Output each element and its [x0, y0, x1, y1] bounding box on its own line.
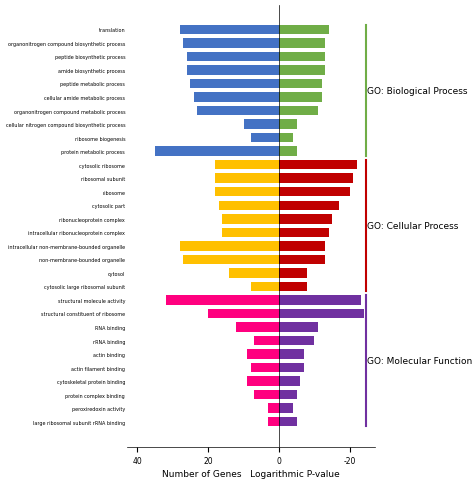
Bar	[279, 39, 325, 48]
Bar	[222, 214, 279, 224]
Bar	[155, 147, 279, 156]
Bar	[187, 66, 279, 76]
Bar	[279, 296, 361, 305]
Bar	[279, 417, 297, 426]
Bar	[219, 201, 279, 211]
Bar	[251, 134, 279, 143]
Bar	[279, 377, 301, 386]
Bar	[279, 120, 297, 130]
X-axis label: Number of Genes   Logarithmic P-value: Number of Genes Logarithmic P-value	[162, 469, 339, 479]
Bar	[279, 282, 307, 291]
Bar	[215, 174, 279, 183]
Bar	[279, 79, 321, 89]
Bar	[268, 404, 279, 413]
Bar	[279, 214, 332, 224]
Bar	[279, 349, 304, 359]
Bar	[279, 26, 328, 35]
Bar	[279, 309, 364, 318]
Bar	[244, 120, 279, 130]
Bar	[180, 26, 279, 35]
Bar	[279, 363, 304, 373]
Bar	[165, 296, 279, 305]
Bar	[279, 66, 325, 76]
Bar	[279, 147, 297, 156]
Text: GO: Molecular Function: GO: Molecular Function	[367, 357, 472, 365]
Bar	[251, 363, 279, 373]
Bar	[215, 188, 279, 197]
Bar	[279, 93, 321, 103]
Bar	[247, 377, 279, 386]
Bar	[279, 255, 325, 265]
Bar	[237, 323, 279, 332]
Text: GO: Biological Process: GO: Biological Process	[367, 87, 467, 95]
Bar	[279, 336, 314, 346]
Bar	[279, 228, 328, 238]
Bar	[180, 242, 279, 251]
Bar	[279, 201, 339, 211]
Bar	[279, 161, 357, 170]
Bar	[279, 323, 318, 332]
Bar	[251, 282, 279, 291]
Bar	[279, 269, 307, 278]
Bar	[279, 106, 318, 116]
Bar	[183, 39, 279, 48]
Bar	[194, 93, 279, 103]
Bar	[187, 53, 279, 62]
Bar	[198, 106, 279, 116]
Bar	[215, 161, 279, 170]
Bar	[254, 336, 279, 346]
Bar	[229, 269, 279, 278]
Bar	[279, 188, 350, 197]
Bar	[268, 417, 279, 426]
Bar	[183, 255, 279, 265]
Bar	[222, 228, 279, 238]
Text: GO: Cellular Process: GO: Cellular Process	[367, 222, 458, 230]
Bar	[279, 390, 297, 400]
Bar	[254, 390, 279, 400]
Bar	[208, 309, 279, 318]
Bar	[247, 349, 279, 359]
Bar	[279, 404, 293, 413]
Bar	[279, 53, 325, 62]
Bar	[279, 174, 354, 183]
Bar	[279, 242, 325, 251]
Bar	[279, 134, 293, 143]
Bar	[191, 79, 279, 89]
